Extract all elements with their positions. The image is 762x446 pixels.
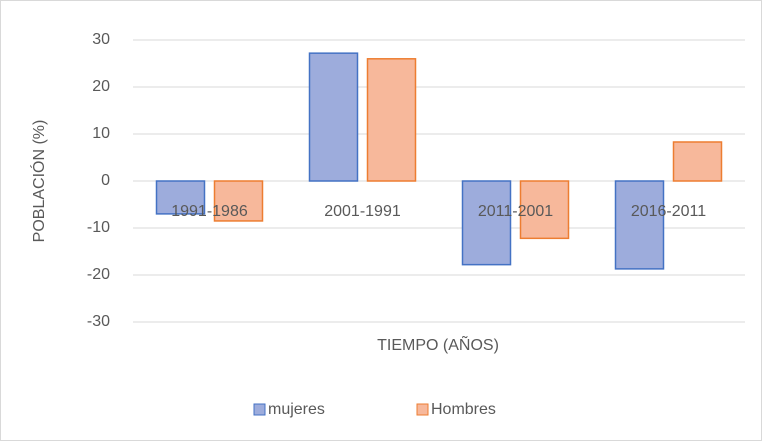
bar <box>366 58 417 182</box>
x-tick-label: 2001-1991 <box>324 203 401 220</box>
bar <box>155 180 206 215</box>
legend-swatch <box>416 403 429 416</box>
x-tick-label: 2016-2011 <box>631 203 706 220</box>
bar <box>672 141 723 182</box>
bar <box>461 180 512 266</box>
x-axis-label: TIEMPO (AÑOS) <box>377 334 499 354</box>
y-tick-label: -20 <box>87 266 110 283</box>
y-tick-label: 20 <box>92 78 110 95</box>
legend-swatch <box>253 403 266 416</box>
bar <box>213 180 264 222</box>
bar <box>308 52 359 182</box>
x-tick-label: 1991-1986 <box>171 203 248 220</box>
y-tick-label: 10 <box>92 125 110 142</box>
y-tick-label: 30 <box>92 31 110 48</box>
y-axis-label: POBLACIÓN (%) <box>29 120 48 243</box>
y-tick-label: 0 <box>101 172 110 189</box>
y-tick-label: -10 <box>87 219 110 236</box>
legend-label: mujeres <box>268 401 325 418</box>
bar <box>614 180 665 270</box>
x-tick-label: 2011-2001 <box>478 203 553 220</box>
y-tick-label: -30 <box>87 313 110 330</box>
bar <box>519 180 570 240</box>
legend-label: Hombres <box>431 401 496 418</box>
